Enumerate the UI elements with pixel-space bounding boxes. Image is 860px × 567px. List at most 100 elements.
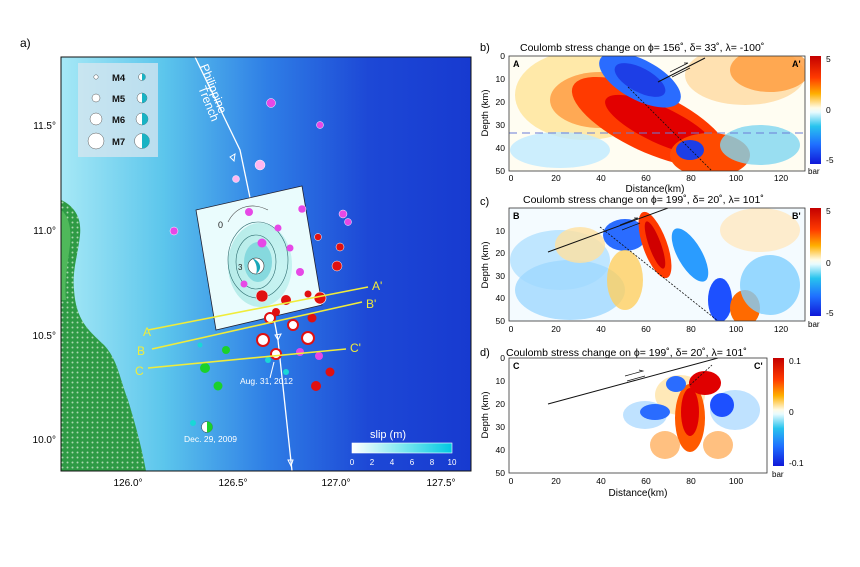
cbar-tick: 0.1 — [789, 356, 801, 366]
stress-lobe — [730, 56, 805, 92]
stress-lobe — [681, 388, 699, 436]
quake-marker — [266, 98, 276, 108]
xtick: 20 — [551, 173, 561, 183]
stress-lobe — [607, 250, 643, 310]
panel-c-corner-right: B' — [792, 211, 801, 221]
slip-arrow — [669, 62, 691, 78]
slip-contour — [235, 234, 277, 290]
panel-c-plot — [509, 208, 805, 321]
dec-2009-label: Dec. 29, 2009 — [184, 434, 237, 444]
slip-colorbar: slip (m) 0 2 4 6 8 10 — [350, 429, 457, 467]
xtick: 20 — [551, 324, 561, 334]
fault-trace — [627, 86, 713, 171]
ytick: 20 — [496, 97, 506, 107]
map-lat-ticks: 11.5° 11.0° 10.5° 10.0° — [33, 121, 56, 446]
xtick: 100 — [729, 324, 743, 334]
ytick: 10 — [496, 226, 506, 236]
slip-tick: 4 — [390, 458, 395, 467]
contour-label-3: 3 — [238, 263, 243, 272]
source-fault-line — [657, 57, 706, 83]
cbar-unit: bar — [808, 167, 820, 176]
xtick: 80 — [686, 324, 696, 334]
xtick: 80 — [686, 173, 696, 183]
cbar-tick: 5 — [826, 54, 831, 64]
beachball-quadrant — [142, 93, 147, 103]
map-frame — [60, 56, 472, 472]
quake-marker — [301, 331, 315, 345]
panel-d-xticks: 0 20 40 60 80 100 — [509, 476, 744, 486]
stress-lobe — [510, 132, 610, 168]
cbar-tick: 0 — [826, 258, 831, 268]
quake-marker — [304, 290, 312, 298]
panel-d-frame — [508, 357, 768, 474]
quake-marker — [255, 289, 269, 303]
profile-a-start: A — [143, 325, 151, 339]
ytick: 50 — [496, 468, 506, 478]
slip-bar — [351, 442, 453, 454]
ytick: 20 — [496, 399, 506, 409]
lon-tick: 126.5° — [218, 478, 247, 489]
ytick: 50 — [496, 316, 506, 326]
stress-lobe — [703, 431, 733, 459]
panel-b-xlabel: Distance(km) — [626, 184, 685, 195]
quake-marker — [256, 333, 270, 347]
quake-marker — [344, 218, 352, 226]
magnitude-legend: M4 M5 M6 M7 — [78, 63, 158, 157]
panel-b-colorbar — [810, 56, 821, 164]
quake-marker — [325, 367, 335, 377]
quake-marker — [283, 369, 289, 375]
panel-b-corner-left: A — [513, 59, 520, 69]
panel-c-title: Coulomb stress change on ϕ= 199˚, δ= 20˚… — [523, 194, 764, 206]
panel-d-title: Coulomb stress change on ϕ= 199˚, δ= 20˚… — [506, 347, 747, 359]
panel-d-label: d) — [480, 347, 490, 359]
legend-m7-circle — [87, 132, 105, 150]
stress-lobe — [515, 260, 625, 320]
stress-lobe — [555, 227, 605, 263]
xtick: 0 — [509, 173, 514, 183]
xtick: 40 — [596, 476, 606, 486]
ytick: 0 — [500, 353, 505, 363]
panel-d-ylabel: Depth (km) — [480, 392, 491, 439]
panel-d-plot — [509, 358, 767, 473]
panel-b-frame — [508, 55, 806, 172]
ytick: 10 — [496, 74, 506, 84]
panel-d-colorbar — [773, 358, 784, 466]
panel-c-colorbar — [810, 208, 821, 316]
slip-tick: 2 — [370, 458, 375, 467]
map-lon-ticks: 126.0° 126.5° 127.0° 127.5° — [113, 478, 455, 489]
quake-marker — [286, 244, 294, 252]
lat-tick: 10.0° — [33, 435, 56, 446]
quake-marker — [169, 226, 179, 236]
quake-marker — [245, 208, 253, 216]
stress-lobe — [614, 63, 666, 97]
beachball-quadrant — [207, 421, 213, 433]
quake-marker — [287, 319, 299, 331]
quake-marker — [270, 348, 282, 360]
ytick: 40 — [496, 143, 506, 153]
profile-line-b — [151, 301, 363, 350]
slip-tick: 8 — [430, 458, 435, 467]
fault-trace — [599, 226, 719, 321]
profile-c-start: C — [135, 364, 144, 378]
panel-c-ylabel: Depth (km) — [480, 242, 491, 289]
quake-marker — [254, 159, 266, 171]
profile-lines — [147, 286, 369, 369]
quake-marker — [297, 204, 307, 214]
profile-line-c — [147, 348, 347, 369]
slip-contour — [227, 205, 269, 223]
quake-marker — [331, 260, 343, 272]
beachball-quadrant — [252, 258, 261, 274]
slip-arrow — [619, 217, 641, 231]
stress-lobe — [671, 228, 709, 282]
stress-lobe — [644, 221, 666, 269]
quake-marker — [240, 280, 248, 288]
source-fault-line — [547, 358, 719, 405]
stress-lobe — [708, 278, 732, 321]
xtick: 20 — [551, 476, 561, 486]
stress-lobe — [603, 219, 647, 251]
contour-label-0: 0 — [218, 220, 223, 230]
xtick: 100 — [729, 173, 743, 183]
cbar-tick: 5 — [826, 206, 831, 216]
quake-marker — [314, 233, 322, 241]
